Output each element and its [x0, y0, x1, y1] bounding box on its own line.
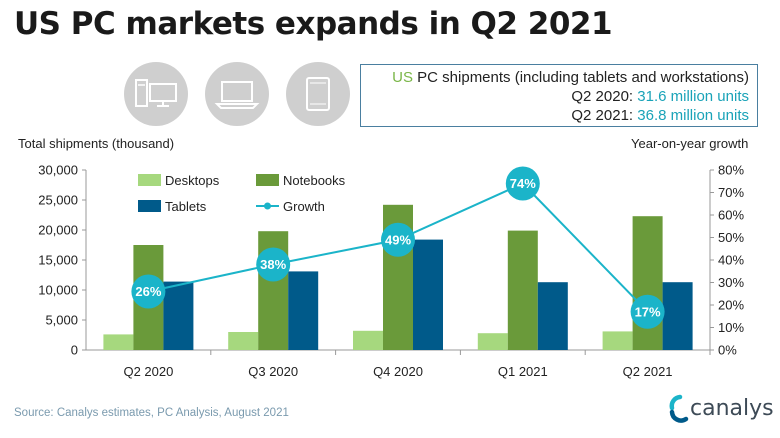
- info-box: US PC shipments (including tablets and w…: [360, 64, 758, 127]
- legend-notebooks-swatch: [256, 174, 279, 186]
- right-axis-title: Year-on-year growth: [631, 136, 749, 151]
- tablets-bar: [288, 271, 319, 350]
- right-tick-label: 40%: [718, 253, 744, 268]
- right-tick-label: 80%: [718, 163, 744, 178]
- growth-label: 38%: [260, 257, 286, 272]
- growth-label: 74%: [510, 176, 536, 191]
- growth-label: 26%: [135, 284, 161, 299]
- info-q2-2020-value: 31.6 million units: [637, 88, 749, 105]
- desktops-bar: [103, 334, 134, 350]
- right-tick-label: 0%: [718, 343, 737, 358]
- x-tick-label: Q4 2020: [373, 364, 423, 379]
- source-note: Source: Canalys estimates, PC Analysis, …: [14, 407, 289, 419]
- desktops-bar: [353, 330, 383, 350]
- left-tick-label: 0: [71, 343, 78, 358]
- tablet-icon: [286, 62, 350, 126]
- left-tick-label: 15,000: [38, 253, 78, 268]
- growth-point: [381, 222, 415, 257]
- legend-growth-label: Growth: [283, 199, 325, 214]
- info-us: US: [392, 69, 413, 86]
- legend-tablets-swatch: [138, 200, 161, 212]
- right-tick-label: 30%: [718, 275, 744, 290]
- tablets-bar: [163, 281, 194, 350]
- right-tick-label: 70%: [718, 185, 744, 200]
- info-q2-2020-label: Q2 2020:: [571, 88, 638, 105]
- info-line-1: US PC shipments (including tablets and w…: [361, 68, 749, 87]
- canalys-logo-icon: [669, 394, 689, 423]
- info-q2-2021-label: Q2 2021:: [571, 107, 638, 124]
- legend-desktops-label: Desktops: [165, 173, 220, 188]
- x-tick-label: Q1 2021: [498, 364, 548, 379]
- desktop-icon: [124, 62, 188, 126]
- right-tick-label: 20%: [718, 298, 744, 313]
- tablets-bar: [662, 282, 693, 350]
- left-tick-label: 5,000: [45, 313, 78, 328]
- right-tick-label: 10%: [718, 320, 744, 335]
- growth-point: [630, 294, 665, 329]
- left-axis-title: Total shipments (thousand): [18, 136, 175, 151]
- chart-title: US PC markets expands in Q2 2021: [14, 6, 613, 42]
- info-line-3: Q2 2021: 36.8 million units: [361, 106, 749, 125]
- desktops-bar: [602, 331, 633, 350]
- desktops-bar: [477, 333, 508, 350]
- info-line-1-text: PC shipments (including tablets and work…: [413, 69, 749, 86]
- left-tick-label: 25,000: [38, 193, 78, 208]
- right-tick-label: 50%: [718, 230, 744, 245]
- notebooks-bar: [507, 230, 538, 350]
- growth-point: [131, 274, 166, 309]
- desktops-bar: [228, 332, 259, 350]
- growth-point: [256, 247, 291, 282]
- legend-desktops-swatch: [138, 174, 161, 186]
- canalys-logo-text: canalys: [690, 396, 774, 421]
- right-tick-label: 60%: [718, 208, 744, 223]
- left-tick-label: 10,000: [38, 283, 78, 298]
- growth-label: 49%: [385, 232, 411, 247]
- tablets-bar: [413, 239, 443, 350]
- notebooks-bar: [632, 216, 663, 350]
- laptop-icon: [205, 62, 269, 126]
- info-q2-2021-value: 36.8 million units: [637, 107, 749, 124]
- info-line-2: Q2 2020: 31.6 million units: [361, 87, 749, 106]
- x-tick-label: Q3 2020: [248, 364, 298, 379]
- legend-tablets-label: Tablets: [165, 199, 207, 214]
- x-tick-label: Q2 2021: [623, 364, 673, 379]
- left-tick-label: 20,000: [38, 223, 78, 238]
- x-tick-label: Q2 2020: [123, 364, 173, 379]
- growth-point: [505, 166, 540, 201]
- left-tick-label: 30,000: [38, 163, 78, 178]
- legend-notebooks-label: Notebooks: [283, 173, 346, 188]
- tablets-bar: [537, 282, 568, 350]
- growth-label: 17%: [635, 304, 661, 319]
- legend-growth-marker: [264, 202, 271, 210]
